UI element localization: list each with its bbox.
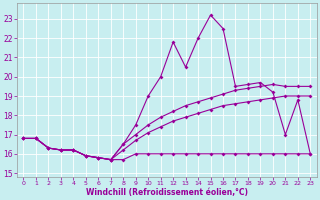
- X-axis label: Windchill (Refroidissement éolien,°C): Windchill (Refroidissement éolien,°C): [86, 188, 248, 197]
